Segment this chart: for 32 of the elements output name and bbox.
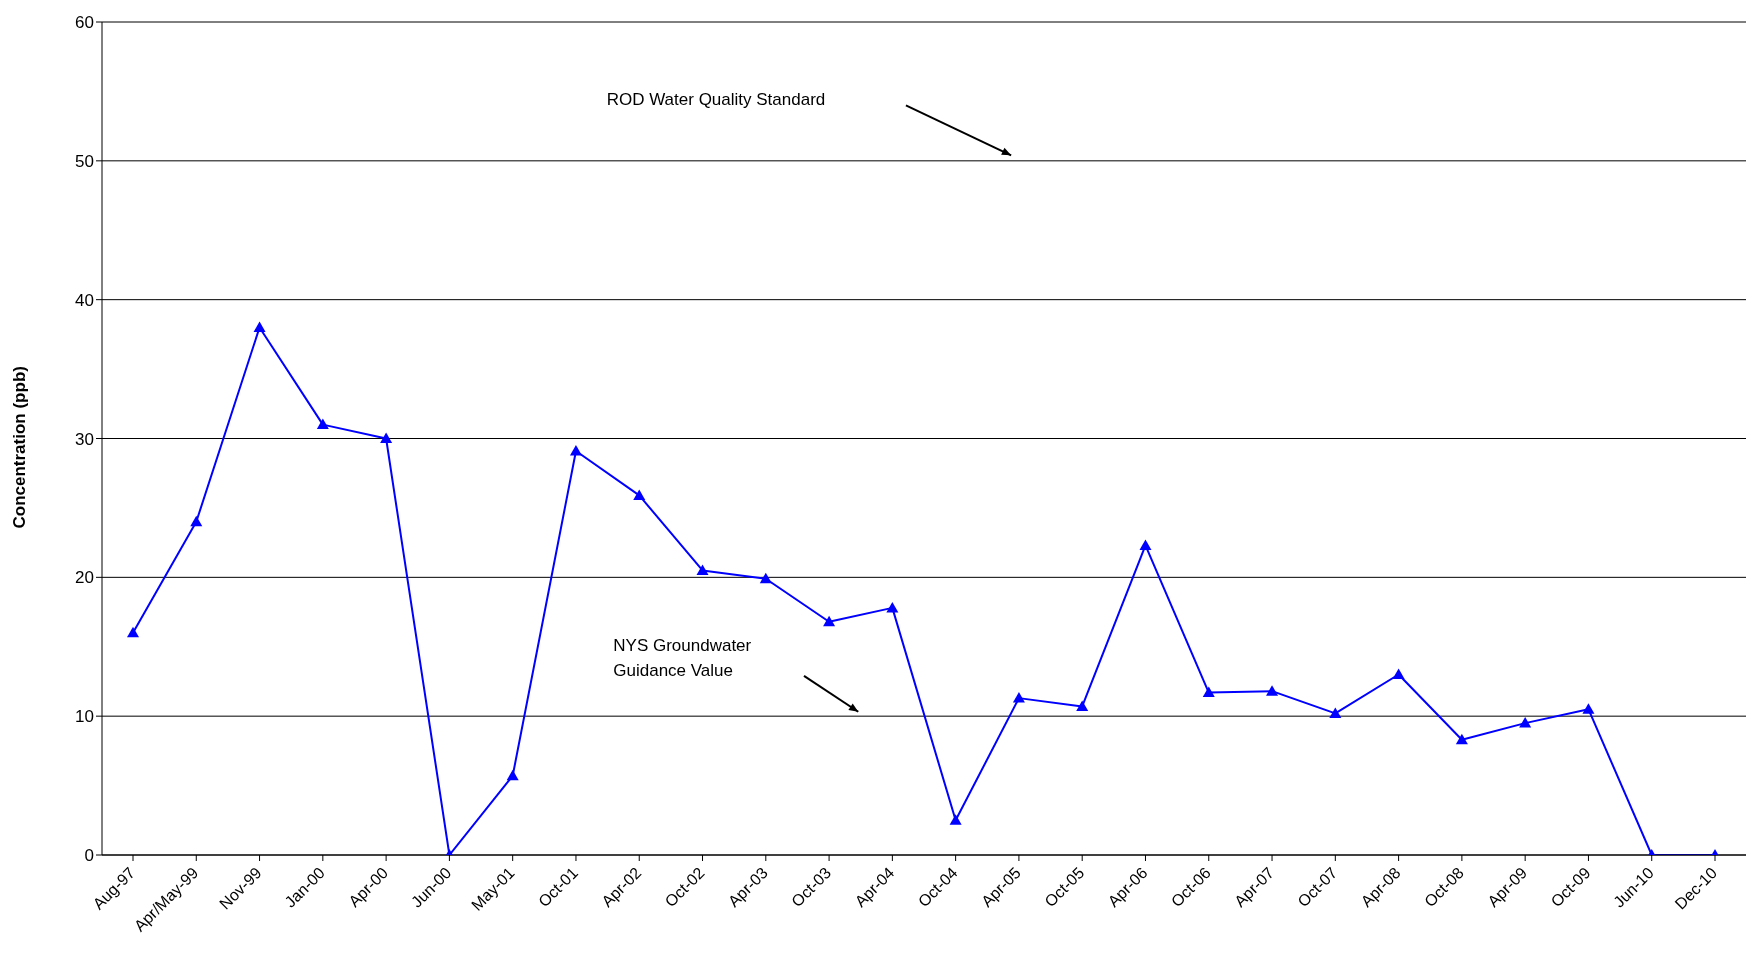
point [1012,692,1025,703]
y-tick-label: 50 [75,151,94,171]
point [1266,685,1279,696]
point [633,489,646,500]
point [1392,668,1405,680]
point [1582,703,1595,714]
y-axis-title: Concentration (ppb) [10,366,30,529]
annotation: NYS Groundwater Guidance Value [613,635,752,680]
point [506,769,519,781]
point [127,626,139,638]
point [823,615,836,627]
point [886,601,899,613]
point [1076,700,1089,711]
y-tick-label: 0 [84,846,94,866]
point [380,432,393,443]
point [949,814,962,825]
point [1139,539,1152,550]
point [1329,707,1342,718]
y-tick-label: 30 [75,429,94,449]
point [696,564,709,575]
point [1519,717,1532,728]
y-tick-label: 10 [75,707,94,727]
y-tick-label: 20 [75,568,94,588]
point [190,515,203,527]
point [1202,686,1215,698]
annotation: ROD Water Quality Standard [606,90,826,110]
point [316,418,329,430]
y-tick-label: 60 [75,13,94,33]
point [759,572,772,584]
y-tick-label: 40 [75,290,94,310]
point [1455,733,1468,745]
point [253,321,266,332]
